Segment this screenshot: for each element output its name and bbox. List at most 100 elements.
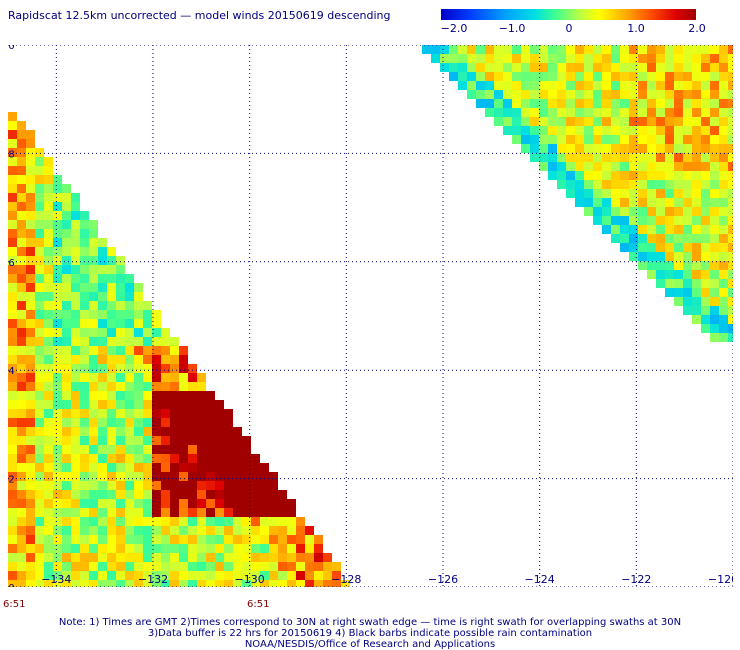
wind-diff-cell [620,144,629,153]
wind-diff-cell [71,274,80,283]
wind-diff-cell [80,508,89,517]
wind-diff-cell [728,198,737,207]
wind-diff-cell [89,436,98,445]
wind-diff-cell [215,400,224,409]
wind-diff-cell [233,517,242,526]
wind-diff-cell [26,175,35,184]
wind-diff-cell [620,189,629,198]
wind-diff-cell [692,234,701,243]
wind-diff-cell [575,90,584,99]
wind-diff-cell [71,328,80,337]
wind-diff-cell [98,544,107,553]
wind-diff-cell [44,427,53,436]
wind-diff-cell [512,126,521,135]
wind-diff-cell [26,481,35,490]
wind-diff-cell [35,193,44,202]
wind-diff-cell [683,207,692,216]
wind-diff-cell [638,261,647,270]
wind-diff-cell [638,243,647,252]
wind-diff-cell [71,319,80,328]
wind-diff-cell [692,126,701,135]
wind-diff-cell [44,454,53,463]
wind-diff-cell [674,162,683,171]
wind-diff-cell [566,63,575,72]
wind-diff-cell [89,391,98,400]
wind-diff-cell [260,508,269,517]
wind-diff-cell [638,180,647,189]
wind-diff-cell [80,463,89,472]
wind-diff-cell [44,265,53,274]
wind-diff-cell [692,225,701,234]
wind-diff-cell [143,490,152,499]
wind-diff-cell [35,373,44,382]
wind-diff-cell [116,490,125,499]
wind-diff-cell [53,319,62,328]
wind-diff-cell [62,229,71,238]
wind-diff-cell [710,297,719,306]
wind-diff-cell [125,580,134,589]
wind-diff-cell [98,382,107,391]
wind-diff-cell [710,54,719,63]
wind-diff-cell [80,220,89,229]
wind-diff-cell [80,319,89,328]
wind-diff-cell [35,229,44,238]
wind-diff-cell [134,535,143,544]
wind-diff-cell [71,310,80,319]
wind-diff-cell [143,553,152,562]
wind-diff-cell [143,319,152,328]
wind-diff-cell [251,508,260,517]
map-plot-area: −134−132−130−128−126−124−122−120 3028262… [2,41,738,594]
wind-diff-cell [692,315,701,324]
wind-diff-cell [197,508,206,517]
wind-diff-cell [602,108,611,117]
wind-diff-cell [107,310,116,319]
wind-diff-cell [674,270,683,279]
wind-diff-cell [116,382,125,391]
wind-diff-cell [8,238,17,247]
wind-diff-cell [35,571,44,580]
wind-diff-cell [80,580,89,589]
wind-diff-cell [665,180,674,189]
wind-diff-cell [80,454,89,463]
wind-diff-cell [710,117,719,126]
wind-diff-cell [89,454,98,463]
wind-diff-cell [35,211,44,220]
wind-diff-cell [674,189,683,198]
wind-diff-cell [620,63,629,72]
wind-diff-cell [602,63,611,72]
wind-diff-cell [647,81,656,90]
wind-diff-cell [539,45,548,54]
wind-diff-cell [206,436,215,445]
wind-diff-cell [143,436,152,445]
wind-diff-cell [71,373,80,382]
wind-diff-cell [710,144,719,153]
wind-diff-cell [674,252,683,261]
wind-diff-cell [62,202,71,211]
wind-diff-cell [224,454,233,463]
wind-diff-cell [485,45,494,54]
wind-diff-cell [656,234,665,243]
wind-diff-cell [593,144,602,153]
wind-diff-cell [710,243,719,252]
wind-diff-cell [98,391,107,400]
wind-diff-cell [62,508,71,517]
wind-diff-cell [35,517,44,526]
wind-diff-cell [647,162,656,171]
wind-diff-cell [332,571,341,580]
wind-diff-cell [53,526,62,535]
wind-diff-cell [35,310,44,319]
wind-diff-cell [566,45,575,54]
wind-diff-cell [134,355,143,364]
wind-diff-cell [683,288,692,297]
wind-diff-cell [512,108,521,117]
wind-diff-cell [287,562,296,571]
wind-diff-cell [602,225,611,234]
wind-diff-cell [179,490,188,499]
wind-diff-cell [701,54,710,63]
wind-diff-cell [71,382,80,391]
wind-diff-cell [44,463,53,472]
wind-diff-cell [710,180,719,189]
wind-diff-cell [665,288,674,297]
wind-diff-cell [584,99,593,108]
wind-diff-cell [593,72,602,81]
